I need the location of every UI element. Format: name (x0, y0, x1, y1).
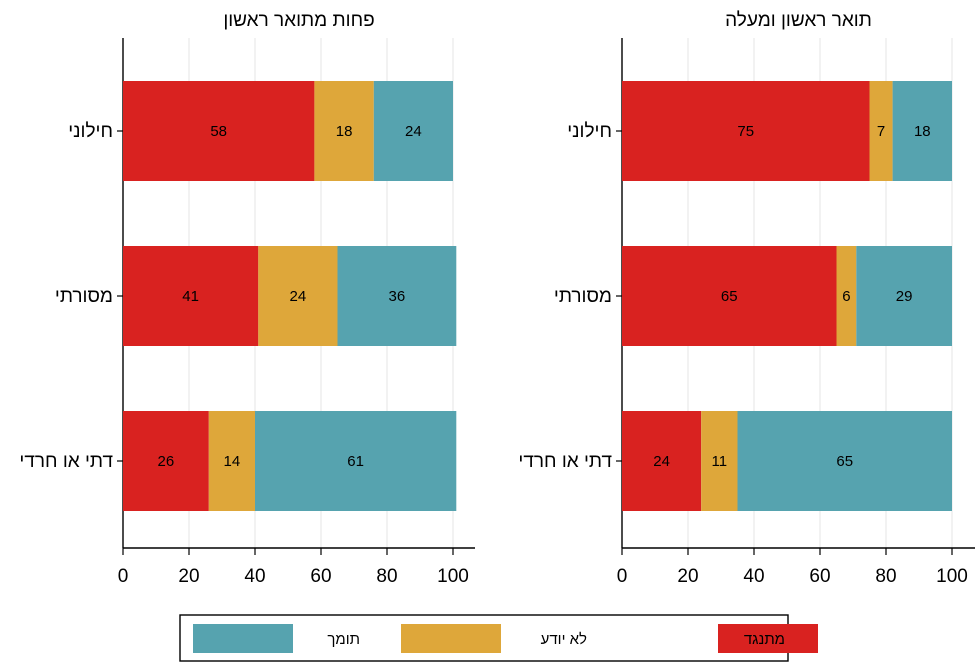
chart-title: פחות מתואר ראשון (223, 10, 374, 31)
x-tick-label: 20 (178, 566, 199, 587)
bar-value-label: 11 (712, 453, 728, 470)
bar-segment (836, 246, 857, 346)
bar-value-label: 36 (389, 288, 406, 305)
bar-value-label: 75 (737, 123, 754, 140)
bar-value-label: 41 (182, 288, 199, 305)
chart-title: תואר ראשון ומעלה (725, 10, 872, 31)
bar-value-label: 6 (842, 288, 850, 305)
bar-value-label: 65 (836, 453, 853, 470)
chart-panel-1: פחות מתואר ראשון 0 20 40 60 80 100 58 18 24 חילוני… (19, 10, 475, 587)
x-tick-label: 40 (244, 566, 265, 587)
category-label: דתי או חרדי (19, 451, 113, 472)
x-tick-label: 20 (677, 566, 698, 587)
bar-value-label: 18 (914, 123, 931, 140)
bar-segment (622, 411, 702, 511)
x-tick-label: 40 (743, 566, 764, 587)
bar-segment (123, 81, 315, 181)
x-tick-label: 100 (437, 566, 469, 587)
bar-value-label: 26 (158, 453, 175, 470)
x-tick-label: 60 (310, 566, 331, 587)
legend-label: תומך (327, 631, 360, 648)
legend-swatch (718, 624, 818, 653)
bar-value-label: 24 (405, 123, 422, 140)
bar-value-label: 18 (336, 123, 353, 140)
legend-label: מתנגד (744, 631, 785, 648)
bar-segment (869, 81, 893, 181)
bar-value-label: 29 (896, 288, 913, 305)
bar-value-label: 24 (290, 288, 307, 305)
bar-value-label: 24 (653, 453, 670, 470)
x-tick-label: 100 (936, 566, 968, 587)
x-tick-label: 60 (809, 566, 830, 587)
bar-segment (337, 246, 457, 346)
bar-value-label: 7 (877, 123, 885, 140)
bar-segment (737, 411, 952, 511)
chart-panel-2: תואר ראשון ומעלה 0 20 40 60 80 100 75 7 18 חילוני 6… (518, 10, 975, 587)
bar-value-label: 14 (224, 453, 241, 470)
category-label: מסורתי (55, 286, 113, 307)
bar-segment (622, 81, 870, 181)
bar-segment (373, 81, 453, 181)
legend-label: לא יודע (541, 631, 587, 648)
x-tick-label: 0 (617, 566, 628, 587)
bar-value-label: 58 (210, 123, 227, 140)
bar-value-label: 65 (721, 288, 738, 305)
bar-value-label: 61 (347, 453, 364, 470)
legend-swatch (401, 624, 501, 653)
bar-segment (314, 81, 374, 181)
bar-segment (622, 246, 837, 346)
x-tick-label: 80 (875, 566, 896, 587)
bar-segment (123, 411, 209, 511)
x-tick-label: 0 (118, 566, 129, 587)
bar-segment (701, 411, 738, 511)
legend: מתנגד לא יודע תומך (179, 614, 818, 662)
category-label: דתי או חרדי (518, 451, 612, 472)
bar-segment (856, 246, 952, 346)
bar-segment (258, 246, 338, 346)
x-tick-label: 80 (376, 566, 397, 587)
category-label: מסורתי (554, 286, 612, 307)
bar-segment (255, 411, 457, 511)
bar-segment (123, 246, 259, 346)
category-label: חילוני (68, 121, 113, 142)
bar-segment (892, 81, 952, 181)
category-label: חילוני (567, 121, 612, 142)
bar-segment (208, 411, 255, 511)
legend-swatch (193, 624, 293, 653)
